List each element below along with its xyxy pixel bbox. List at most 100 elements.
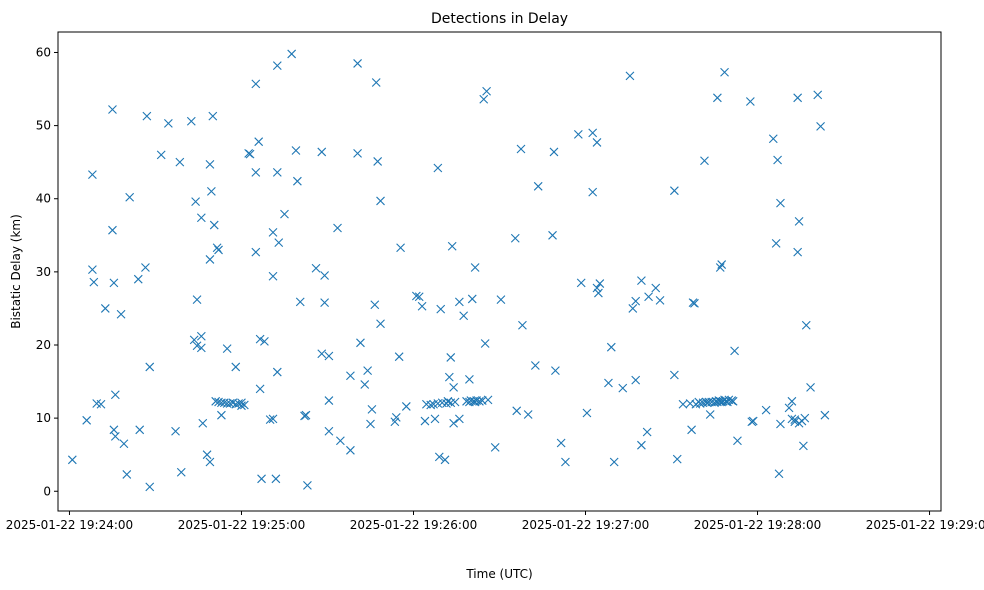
data-point — [376, 196, 385, 206]
data-point — [360, 380, 370, 389]
data-point — [705, 410, 715, 419]
data-point — [217, 410, 226, 420]
data-point — [655, 295, 665, 305]
data-point — [516, 144, 526, 154]
data-point — [444, 372, 454, 382]
data-point — [794, 217, 804, 226]
data-point — [467, 294, 477, 304]
data-point — [335, 436, 345, 446]
data-point — [609, 457, 619, 467]
data-point — [728, 396, 738, 406]
data-point — [800, 413, 810, 423]
data-point — [96, 399, 106, 409]
data-point — [748, 416, 758, 426]
data-point — [700, 156, 709, 166]
data-point — [272, 168, 282, 177]
data-point — [356, 338, 365, 348]
data-point — [209, 220, 219, 230]
data-point — [730, 346, 739, 356]
data-point — [799, 441, 808, 451]
data-point — [145, 362, 155, 372]
data-point — [231, 362, 241, 372]
data-point — [479, 94, 489, 104]
data-point — [459, 311, 469, 321]
data-point — [618, 383, 628, 393]
data-point — [206, 187, 216, 196]
y-tick-label: 40 — [36, 192, 51, 206]
data-point — [695, 399, 705, 408]
data-point — [773, 155, 782, 165]
data-point — [745, 97, 755, 106]
data-point — [122, 470, 132, 479]
data-points — [67, 49, 830, 492]
data-point — [523, 410, 533, 419]
data-point — [454, 414, 464, 424]
data-point — [776, 419, 785, 429]
data-point — [109, 278, 119, 288]
data-point — [561, 457, 570, 467]
data-point — [196, 331, 206, 341]
data-point — [370, 300, 380, 310]
data-point — [110, 390, 120, 400]
data-point — [496, 295, 506, 305]
data-point — [268, 414, 278, 424]
data-point — [449, 383, 459, 392]
data-point — [255, 334, 265, 344]
data-point — [373, 157, 383, 166]
data-point — [237, 401, 246, 411]
data-point — [588, 128, 598, 138]
data-point — [512, 406, 522, 416]
y-tick-label: 50 — [36, 119, 51, 133]
data-point — [715, 263, 725, 272]
data-point — [205, 457, 215, 467]
data-point — [268, 227, 278, 237]
data-point — [239, 400, 249, 410]
data-point — [119, 439, 129, 449]
data-point — [346, 371, 355, 381]
data-point — [637, 440, 646, 450]
data-point — [672, 454, 682, 464]
x-tick-label: 2025-01-22 19:29:00 — [866, 518, 984, 532]
data-point — [595, 279, 605, 288]
data-point — [287, 49, 297, 59]
data-point — [771, 238, 781, 248]
data-point — [690, 298, 699, 308]
data-point — [371, 78, 381, 87]
data-point — [222, 344, 232, 354]
data-point — [271, 474, 281, 484]
data-point — [533, 181, 543, 191]
data-point — [254, 137, 264, 147]
data-point — [440, 455, 450, 465]
data-point — [303, 481, 312, 490]
data-point — [490, 442, 500, 452]
data-point — [88, 265, 97, 275]
data-point — [761, 405, 771, 415]
data-point — [787, 396, 797, 406]
data-point — [353, 59, 362, 68]
y-tick-label: 10 — [36, 411, 51, 425]
data-point — [367, 404, 377, 414]
data-point — [125, 192, 135, 202]
data-point — [573, 129, 583, 139]
y-tick-label: 30 — [36, 265, 51, 279]
data-point — [145, 482, 155, 492]
data-point — [446, 353, 456, 362]
data-point — [251, 247, 261, 257]
data-point — [465, 374, 474, 384]
data-point — [678, 399, 688, 409]
data-point — [628, 304, 638, 313]
data-point — [280, 209, 289, 219]
data-point — [776, 198, 785, 208]
data-point — [156, 150, 166, 160]
data-point — [784, 403, 794, 413]
data-point — [320, 271, 330, 280]
data-point — [518, 320, 527, 330]
data-point — [133, 274, 143, 284]
data-point — [163, 119, 173, 128]
data-point — [582, 408, 592, 418]
y-tick-label: 0 — [43, 484, 51, 498]
data-point — [116, 309, 126, 319]
y-axis-label: Bistatic Delay (km) — [9, 214, 23, 329]
